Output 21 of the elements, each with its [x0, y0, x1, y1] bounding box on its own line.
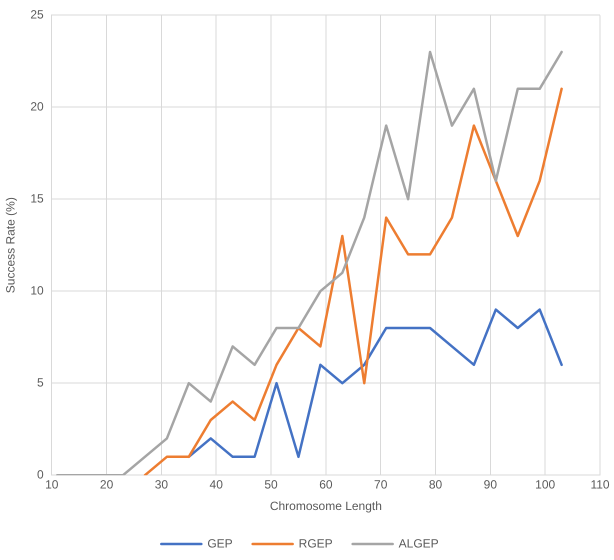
x-tick-label: 80 — [428, 478, 443, 492]
x-tick-label: 60 — [319, 478, 333, 492]
y-tick-label: 10 — [30, 284, 44, 298]
x-tick-label: 20 — [100, 478, 114, 492]
x-tick-label: 30 — [154, 478, 168, 492]
y-tick-label: 0 — [37, 468, 44, 482]
x-tick-label: 90 — [484, 478, 498, 492]
x-tick-label: 100 — [535, 478, 556, 492]
x-tick-label: 50 — [264, 478, 278, 492]
legend-label: ALGEP — [398, 536, 439, 550]
y-tick-label: 25 — [30, 8, 44, 22]
legend-label: RGEP — [298, 536, 333, 550]
y-tick-label: 20 — [30, 100, 44, 114]
y-axis-title: Success Rate (%) — [4, 197, 18, 294]
x-tick-label: 110 — [590, 478, 610, 492]
y-tick-label: 15 — [30, 192, 44, 206]
x-axis-title: Chromosome Length — [270, 499, 382, 514]
x-tick-label: 40 — [210, 478, 224, 492]
legend-label: GEP — [207, 536, 233, 550]
y-tick-label: 5 — [37, 376, 44, 390]
x-tick-label: 70 — [374, 478, 388, 492]
